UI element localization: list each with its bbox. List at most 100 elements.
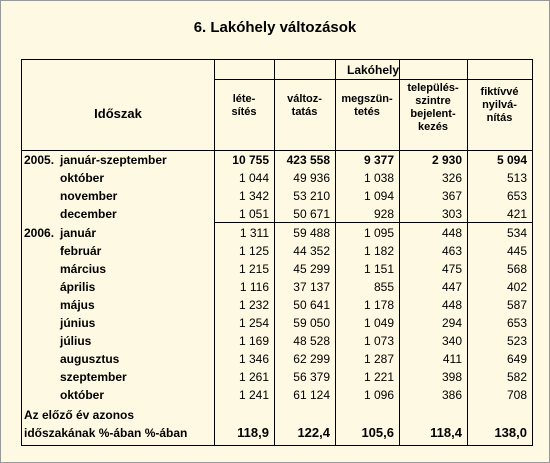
- cell: 402: [506, 280, 527, 294]
- cell: 1 241: [238, 388, 269, 402]
- cell: 447: [441, 280, 462, 294]
- row-year: 2006.: [24, 226, 55, 240]
- cell: 587: [506, 298, 527, 312]
- v-line: [214, 60, 215, 445]
- row-label: március: [60, 262, 107, 276]
- cell: 61 124: [293, 388, 330, 402]
- cell: 475: [441, 262, 462, 276]
- summary-cell: 138,0: [494, 425, 527, 440]
- cell: 1 261: [238, 370, 269, 384]
- header-group: Lakóhely: [346, 63, 400, 77]
- cell: 1 169: [238, 334, 269, 348]
- column-header: változ- tatás: [287, 93, 322, 118]
- row-label: január-szeptember: [60, 153, 167, 167]
- column-header: település- szintre bejelent- kezés: [407, 82, 459, 133]
- row-label: június: [60, 316, 96, 330]
- cell: 1 049: [363, 316, 394, 330]
- cell: 303: [441, 207, 462, 221]
- cell: 423 558: [286, 153, 330, 167]
- cell: 1 254: [238, 316, 269, 330]
- v-line: [335, 60, 336, 445]
- cell: 513: [506, 171, 527, 185]
- v-line: [274, 60, 275, 445]
- cell: 59 488: [293, 226, 330, 240]
- cell: 9 377: [363, 153, 394, 167]
- summary-label: Az előző év azonos időszakának %-ában %-…: [24, 408, 188, 440]
- cell: 50 671: [293, 207, 330, 221]
- cell: 708: [506, 388, 527, 402]
- row-label: május: [60, 298, 95, 312]
- cell: 1 051: [238, 207, 269, 221]
- h-line: [22, 150, 532, 151]
- cell: 448: [441, 298, 462, 312]
- summary-cell: 122,4: [297, 425, 330, 440]
- cell: 1 095: [363, 226, 394, 240]
- cell: 398: [441, 370, 462, 384]
- table: Időszak Lakóhely léte- sítés változ- tatás m…: [21, 59, 533, 446]
- row-label: november: [60, 189, 118, 203]
- cell: 1 221: [363, 370, 394, 384]
- cell: 1 044: [238, 171, 269, 185]
- cell: 2 930: [431, 153, 462, 167]
- row-year: 2005.: [24, 153, 55, 167]
- h-line: [214, 79, 532, 80]
- cell: 1 038: [363, 171, 394, 185]
- cell: 48 528: [293, 334, 330, 348]
- row-label: február: [60, 244, 102, 258]
- row-label: október: [60, 388, 105, 402]
- cell: 1 215: [238, 262, 269, 276]
- cell: 294: [441, 316, 462, 330]
- cell: 1 311: [239, 226, 269, 240]
- cell: 10 755: [232, 153, 269, 167]
- cell: 1 178: [363, 298, 394, 312]
- cell: 582: [506, 370, 527, 384]
- cell: 649: [506, 352, 527, 366]
- row-label: december: [60, 207, 117, 221]
- cell: 62 299: [293, 352, 330, 366]
- cell: 386: [441, 388, 462, 402]
- cell: 367: [441, 189, 462, 203]
- row-label: augusztus: [60, 352, 120, 366]
- cell: 56 379: [293, 370, 330, 384]
- title: 6. Lakóhely változások: [193, 19, 357, 36]
- cell: 49 936: [293, 171, 330, 185]
- cell: 5 094: [496, 153, 527, 167]
- cell: 1 094: [363, 189, 394, 203]
- header-period: Időszak: [94, 106, 142, 121]
- row-label: október: [60, 171, 105, 185]
- cell: 1 182: [363, 244, 394, 258]
- v-line: [467, 60, 468, 445]
- row-label: szeptember: [60, 370, 127, 384]
- cell: 326: [441, 171, 462, 185]
- cell: 568: [506, 262, 527, 276]
- cell: 50 641: [293, 298, 330, 312]
- cell: 340: [441, 334, 462, 348]
- cell: 37 137: [293, 280, 330, 294]
- cell: 59 050: [293, 316, 330, 330]
- h-line: [214, 222, 532, 223]
- cell: 1 232: [238, 298, 269, 312]
- cell: 1 151: [363, 262, 394, 276]
- cell: 1 346: [238, 352, 269, 366]
- cell: 1 342: [238, 189, 269, 203]
- cell: 1 073: [363, 334, 394, 348]
- cell: 653: [506, 316, 527, 330]
- cell: 1 116: [239, 280, 269, 294]
- cell: 534: [506, 226, 527, 240]
- column-header: léte- sítés: [231, 93, 257, 118]
- summary-cell: 118,4: [430, 425, 462, 440]
- cell: 1 096: [363, 388, 394, 402]
- row-label: január: [60, 226, 97, 240]
- cell: 411: [442, 352, 462, 366]
- cell: 463: [441, 244, 462, 258]
- cell: 653: [506, 189, 527, 203]
- cell: 1 125: [238, 244, 269, 258]
- row-label: április: [60, 280, 96, 294]
- cell: 44 352: [293, 244, 330, 258]
- column-header: fiktívvé nyilvá- nítás: [480, 86, 519, 124]
- cell: 928: [373, 207, 394, 221]
- cell: 421: [506, 207, 527, 221]
- summary-cell: 118,9: [237, 425, 269, 440]
- cell: 53 210: [293, 189, 330, 203]
- v-line: [399, 60, 400, 445]
